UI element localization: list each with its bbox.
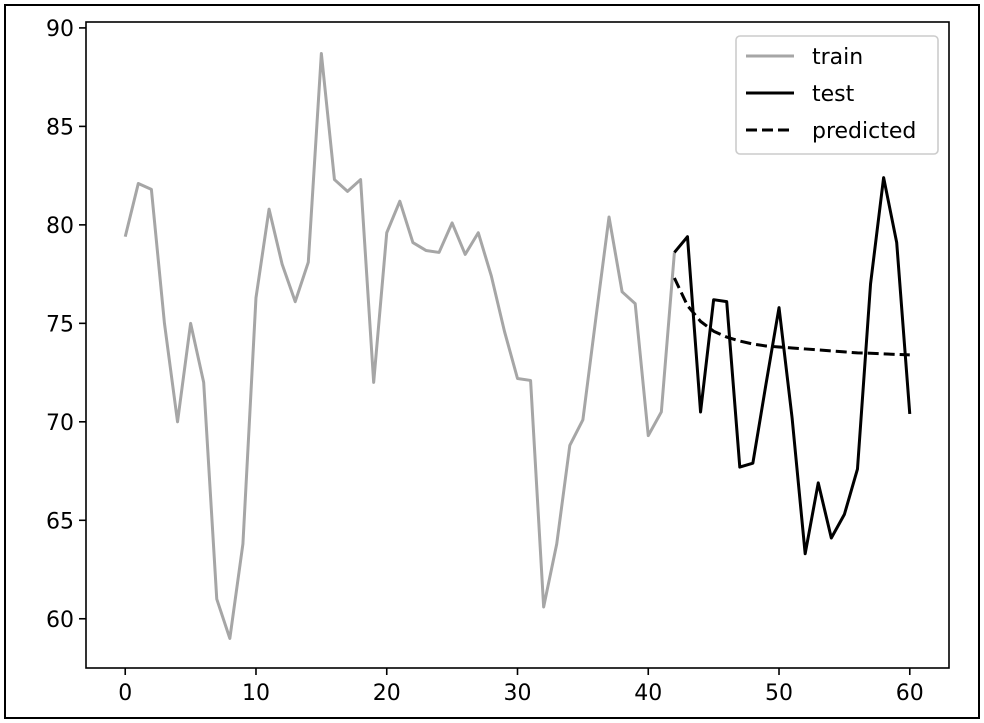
y-tick-label: 90 bbox=[46, 17, 74, 42]
x-tick-label: 20 bbox=[373, 681, 401, 706]
legend-label-train: train bbox=[812, 45, 863, 70]
x-tick-label: 10 bbox=[242, 681, 270, 706]
series-predicted-line bbox=[673, 277, 910, 357]
y-tick-label: 60 bbox=[46, 608, 74, 633]
x-tick-label: 0 bbox=[118, 681, 132, 706]
y-tick-label: 65 bbox=[46, 509, 74, 534]
y-tick-label: 75 bbox=[46, 312, 74, 337]
x-tick-label: 50 bbox=[765, 681, 793, 706]
y-tick-label: 85 bbox=[46, 115, 74, 140]
legend-label-predicted: predicted bbox=[812, 119, 916, 144]
x-tick-label: 60 bbox=[896, 681, 924, 706]
x-tick-label: 40 bbox=[634, 681, 662, 706]
x-axis: 0 10 20 30 40 50 60 bbox=[118, 668, 924, 706]
series-train-line bbox=[123, 52, 676, 640]
series-test-line bbox=[673, 176, 912, 556]
y-tick-label: 80 bbox=[46, 214, 74, 239]
legend-box bbox=[735, 35, 939, 155]
y-tick-label: 70 bbox=[46, 411, 74, 436]
y-axis: 60 65 70 75 80 85 90 bbox=[46, 17, 86, 633]
x-tick-label: 30 bbox=[504, 681, 532, 706]
legend-label-test: test bbox=[812, 82, 855, 107]
legend: train test predicted bbox=[735, 35, 939, 155]
series-layer bbox=[123, 52, 912, 640]
